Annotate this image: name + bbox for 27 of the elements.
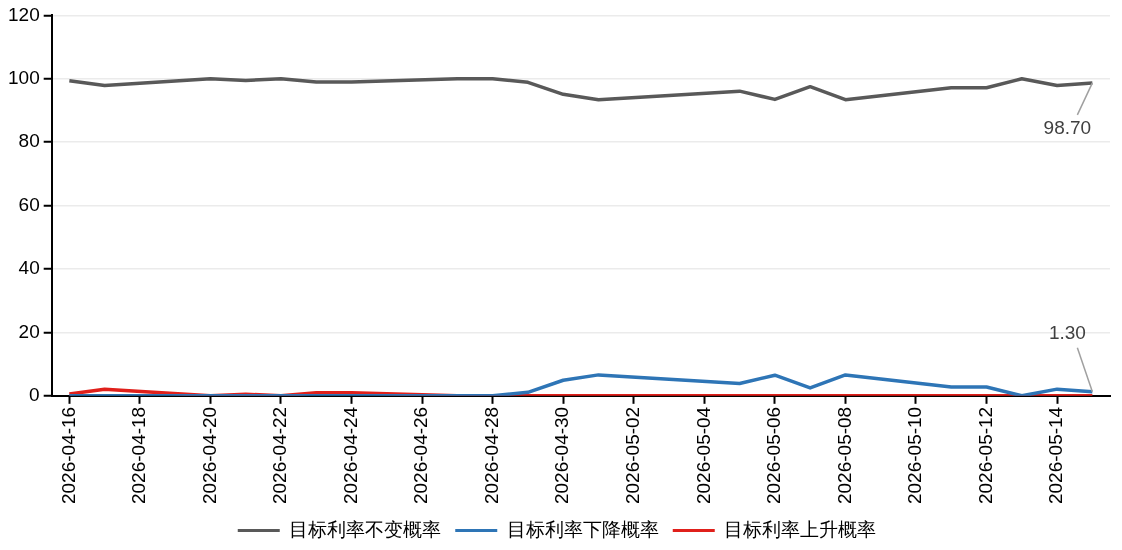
x-tick-label: 2026-04-16 (57, 406, 79, 505)
x-tick-label: 2026-05-08 (833, 406, 855, 505)
y-tick-label: 40 (18, 257, 40, 279)
y-tick-label: 20 (18, 320, 40, 342)
x-tick-label: 2026-04-22 (269, 406, 291, 505)
x-tick-label: 2026-05-12 (974, 406, 996, 505)
x-tick-label: 2026-04-20 (198, 406, 220, 505)
annotation: 98.70 (1043, 116, 1092, 138)
x-tick-label: 2026-04-18 (128, 406, 150, 505)
y-tick-label: 0 (29, 384, 40, 406)
x-tick-label: 2026-05-10 (904, 406, 926, 505)
x-tick-label: 2026-05-14 (1045, 406, 1067, 505)
legend-label: 目标利率不变概率 (289, 518, 442, 540)
y-tick-label: 60 (18, 193, 40, 215)
y-tick-label: 100 (8, 67, 40, 89)
x-tick-label: 2026-04-30 (551, 406, 573, 505)
annotation: 1.30 (1048, 322, 1086, 344)
x-tick-label: 2026-04-26 (410, 406, 432, 505)
x-tick-label: 2026-05-06 (763, 406, 785, 505)
y-tick-label: 120 (8, 3, 40, 25)
x-tick-label: 2026-05-04 (692, 406, 714, 505)
x-tick-label: 2026-04-28 (480, 406, 502, 505)
x-tick-label: 2026-05-02 (622, 406, 643, 505)
legend-label: 目标利率上升概率 (724, 518, 877, 540)
y-tick-label: 80 (18, 130, 40, 152)
x-tick-label: 2026-04-24 (339, 406, 361, 505)
legend-label: 目标利率下降概率 (506, 518, 659, 540)
